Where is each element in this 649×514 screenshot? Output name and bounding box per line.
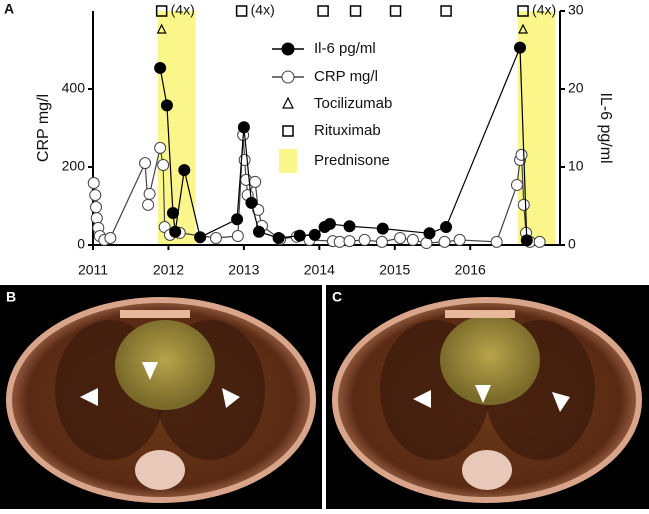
legend-label: Prednisone (314, 152, 390, 169)
data-point (423, 227, 436, 240)
data-point (160, 99, 173, 112)
y-tick-label: 200 (62, 158, 86, 174)
legend-marker (281, 42, 295, 56)
legend-marker (282, 125, 294, 137)
data-point (89, 189, 102, 202)
data-point (406, 233, 419, 246)
x-tick-label: 2013 (228, 262, 259, 278)
data-point (394, 231, 407, 244)
data-point (87, 176, 100, 189)
legend-label: Il-6 pg/ml (314, 40, 376, 57)
annotation: (4x) (251, 2, 275, 18)
data-point (154, 141, 167, 154)
rituximab-marker (317, 5, 329, 17)
data-point (169, 225, 182, 238)
data-point (438, 235, 451, 248)
data-point (90, 201, 103, 214)
y2-tick-label: 20 (568, 80, 584, 96)
legend-label: Tocilizumab (314, 95, 392, 112)
y2-tick-label: 30 (568, 2, 584, 18)
rituximab-marker (349, 5, 362, 17)
data-point (440, 221, 453, 234)
data-point (343, 220, 356, 233)
data-point (533, 235, 546, 248)
data-point (323, 217, 336, 230)
data-point (231, 230, 244, 243)
legend-label: Rituximab (314, 122, 381, 139)
data-point (453, 233, 466, 246)
data-point (272, 231, 285, 244)
data-point (166, 207, 179, 220)
tocilizumab-marker (156, 23, 167, 34)
annotation: (4x) (171, 2, 195, 18)
pet-ct-images (0, 285, 649, 509)
data-point (375, 235, 388, 248)
data-point (376, 222, 389, 235)
rituximab-marker (440, 5, 452, 17)
y-tick-label: 400 (62, 80, 86, 96)
data-point (490, 235, 503, 248)
legend-label: CRP mg/l (314, 68, 378, 85)
data-point (520, 234, 533, 247)
data-point (358, 233, 371, 246)
x-tick-label: 2012 (153, 262, 184, 278)
tocilizumab-marker (518, 23, 529, 34)
series-line (93, 134, 540, 244)
y-tick-label: 0 (77, 236, 85, 252)
data-point (252, 225, 265, 238)
y-axis-label: CRP mg/l (35, 94, 52, 162)
x-tick-label: 2011 (78, 262, 108, 278)
y2-tick-label: 0 (568, 236, 576, 252)
data-point (333, 235, 346, 248)
data-point (237, 121, 250, 134)
rituximab-marker (155, 5, 168, 17)
data-point (343, 235, 356, 248)
data-point (515, 148, 528, 161)
data-point (139, 157, 152, 170)
legend-marker (279, 149, 297, 173)
data-point (142, 198, 155, 211)
legend-marker (282, 96, 294, 109)
rituximab-marker (389, 5, 402, 17)
data-point (249, 175, 262, 188)
data-point (154, 61, 167, 74)
x-tick-label: 2014 (304, 262, 335, 278)
y2-axis-label: IL-6 pg/ml (597, 92, 614, 163)
data-point (514, 41, 527, 54)
y2-tick-label: 10 (568, 158, 584, 174)
panel-label: C (332, 289, 342, 305)
legend-marker (281, 70, 295, 84)
data-point (143, 187, 156, 200)
data-point (308, 228, 321, 241)
x-tick-label: 2016 (455, 262, 486, 278)
data-point (194, 231, 207, 244)
data-point (245, 196, 258, 209)
data-point (104, 231, 117, 244)
data-point (90, 212, 103, 225)
data-point (157, 159, 170, 172)
data-point (517, 198, 530, 211)
data-point (510, 178, 523, 191)
data-point (178, 164, 191, 177)
rituximab-marker (235, 5, 248, 17)
annotation: (4x) (532, 2, 556, 18)
x-tick-label: 2015 (379, 262, 410, 278)
panel-label: A (4, 1, 14, 17)
panel-label: B (6, 289, 16, 305)
data-point (209, 231, 222, 244)
data-point (293, 229, 306, 242)
data-point (231, 213, 244, 226)
rituximab-marker (517, 5, 529, 17)
